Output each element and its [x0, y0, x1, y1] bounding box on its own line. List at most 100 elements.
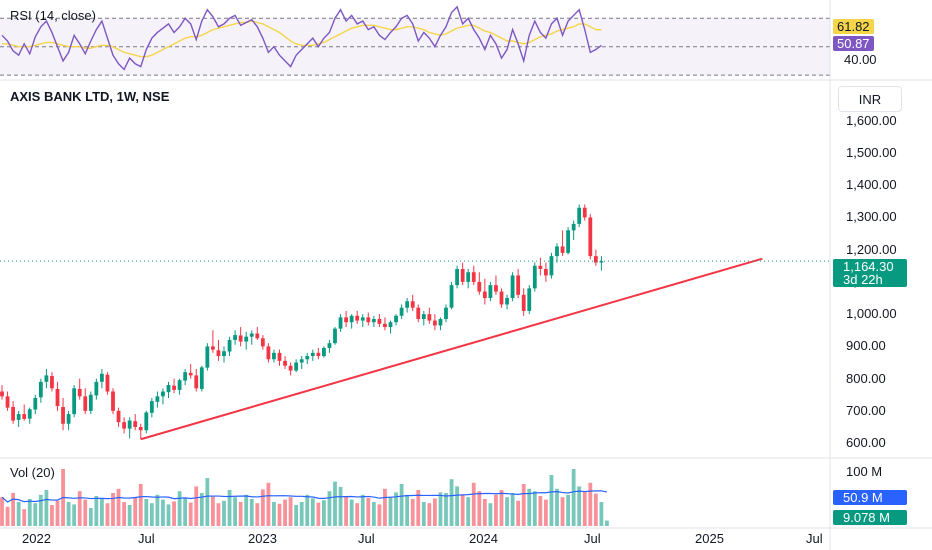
- volume-bar: [433, 498, 437, 526]
- candle-body: [194, 375, 199, 389]
- candle: [72, 385, 77, 418]
- volume-bar: [16, 502, 21, 526]
- volume-bar: [510, 493, 515, 526]
- candle-body: [338, 317, 343, 329]
- candle: [510, 272, 515, 302]
- candle: [183, 368, 188, 386]
- candle: [83, 388, 88, 415]
- volume-bar: [394, 492, 398, 526]
- volume-bar: [272, 502, 276, 526]
- candle: [299, 356, 304, 369]
- volume-bar: [50, 505, 54, 526]
- candle-body: [188, 372, 193, 376]
- candle-body: [155, 396, 160, 402]
- volume-bar: [305, 494, 310, 526]
- volume-bar: [355, 503, 360, 526]
- candle-body: [11, 406, 15, 421]
- candle-body: [44, 375, 49, 382]
- candle: [560, 230, 565, 257]
- candle-body: [577, 207, 582, 224]
- candle-body: [571, 223, 576, 231]
- candle: [477, 272, 482, 295]
- candle: [216, 339, 221, 361]
- candle: [571, 220, 576, 240]
- volume-ma-tag: 50.9 M: [833, 490, 907, 505]
- candle: [66, 410, 71, 431]
- volume-bar: [349, 499, 354, 526]
- volume-bar: [244, 494, 249, 526]
- time-axis-tick: 2025: [695, 531, 724, 546]
- volume-indicator-label[interactable]: Vol (20): [10, 465, 55, 480]
- last-price-tag: 1,164.30 3d 22h: [833, 259, 907, 287]
- rsi-indicator-label[interactable]: RSI (14, close): [10, 8, 96, 23]
- candle-body: [244, 336, 249, 342]
- rsi-line: [1, 5, 602, 71]
- candle: [499, 288, 504, 308]
- volume-bar: [177, 491, 182, 526]
- candle-body: [27, 409, 32, 419]
- currency-button[interactable]: INR: [838, 86, 902, 112]
- volume-bar: [77, 491, 82, 526]
- volume-ma-line: [1, 490, 608, 503]
- candle: [349, 314, 354, 329]
- candle: [449, 281, 454, 310]
- volume-bar: [83, 499, 88, 526]
- volume-bar: [105, 503, 110, 526]
- volume-bar: [538, 496, 543, 526]
- volume-bar: [549, 475, 554, 526]
- candle-body: [116, 410, 121, 423]
- volume-bar: [333, 481, 337, 526]
- volume-bar: [249, 499, 254, 526]
- volume-bar: [283, 499, 287, 526]
- candle: [421, 310, 426, 326]
- candle-body: [516, 275, 521, 295]
- candle-body: [66, 414, 71, 424]
- volume-bar: [599, 502, 604, 526]
- candle-body: [349, 315, 354, 323]
- candle-body: [283, 360, 287, 366]
- last-price-value: 1,164.30: [843, 259, 894, 274]
- volume-bar: [577, 486, 582, 526]
- rsi-axis-tick: 40.00: [844, 52, 877, 67]
- volume-bar: [310, 498, 315, 526]
- volume-bar: [0, 497, 4, 526]
- candle: [288, 362, 293, 376]
- volume-bar: [216, 503, 221, 526]
- volume-bar: [366, 497, 371, 526]
- candle-body: [377, 318, 382, 324]
- candle: [527, 285, 532, 315]
- candle-body: [222, 351, 226, 357]
- volume-bar: [38, 494, 43, 526]
- candle-body: [272, 352, 276, 360]
- candle: [149, 397, 154, 418]
- candle: [355, 310, 360, 324]
- candle-body: [416, 307, 421, 319]
- candle: [327, 339, 332, 353]
- candle-body: [294, 362, 299, 371]
- candle: [544, 262, 548, 282]
- volume-bar: [116, 488, 121, 526]
- price-axis-tick: 1,200.00: [846, 241, 897, 257]
- volume-bar: [161, 499, 165, 526]
- volume-bar: [94, 496, 99, 526]
- candle-body: [216, 350, 221, 357]
- candle-body: [427, 314, 432, 321]
- candle: [144, 410, 149, 434]
- candle: [555, 243, 559, 263]
- candle-body: [38, 381, 43, 398]
- candle-body: [599, 261, 604, 263]
- candle-body: [344, 317, 348, 323]
- volume-bar: [488, 503, 493, 526]
- candle-body: [316, 352, 321, 357]
- candle-body: [521, 294, 526, 311]
- volume-bar: [144, 499, 149, 526]
- volume-bar: [294, 505, 299, 526]
- candle-body: [421, 314, 426, 319]
- volume-bar: [133, 497, 138, 526]
- volume-bar: [593, 493, 598, 526]
- candle-body: [449, 285, 454, 308]
- candle-body: [88, 394, 93, 411]
- candle-body: [538, 265, 543, 269]
- candle: [316, 347, 321, 360]
